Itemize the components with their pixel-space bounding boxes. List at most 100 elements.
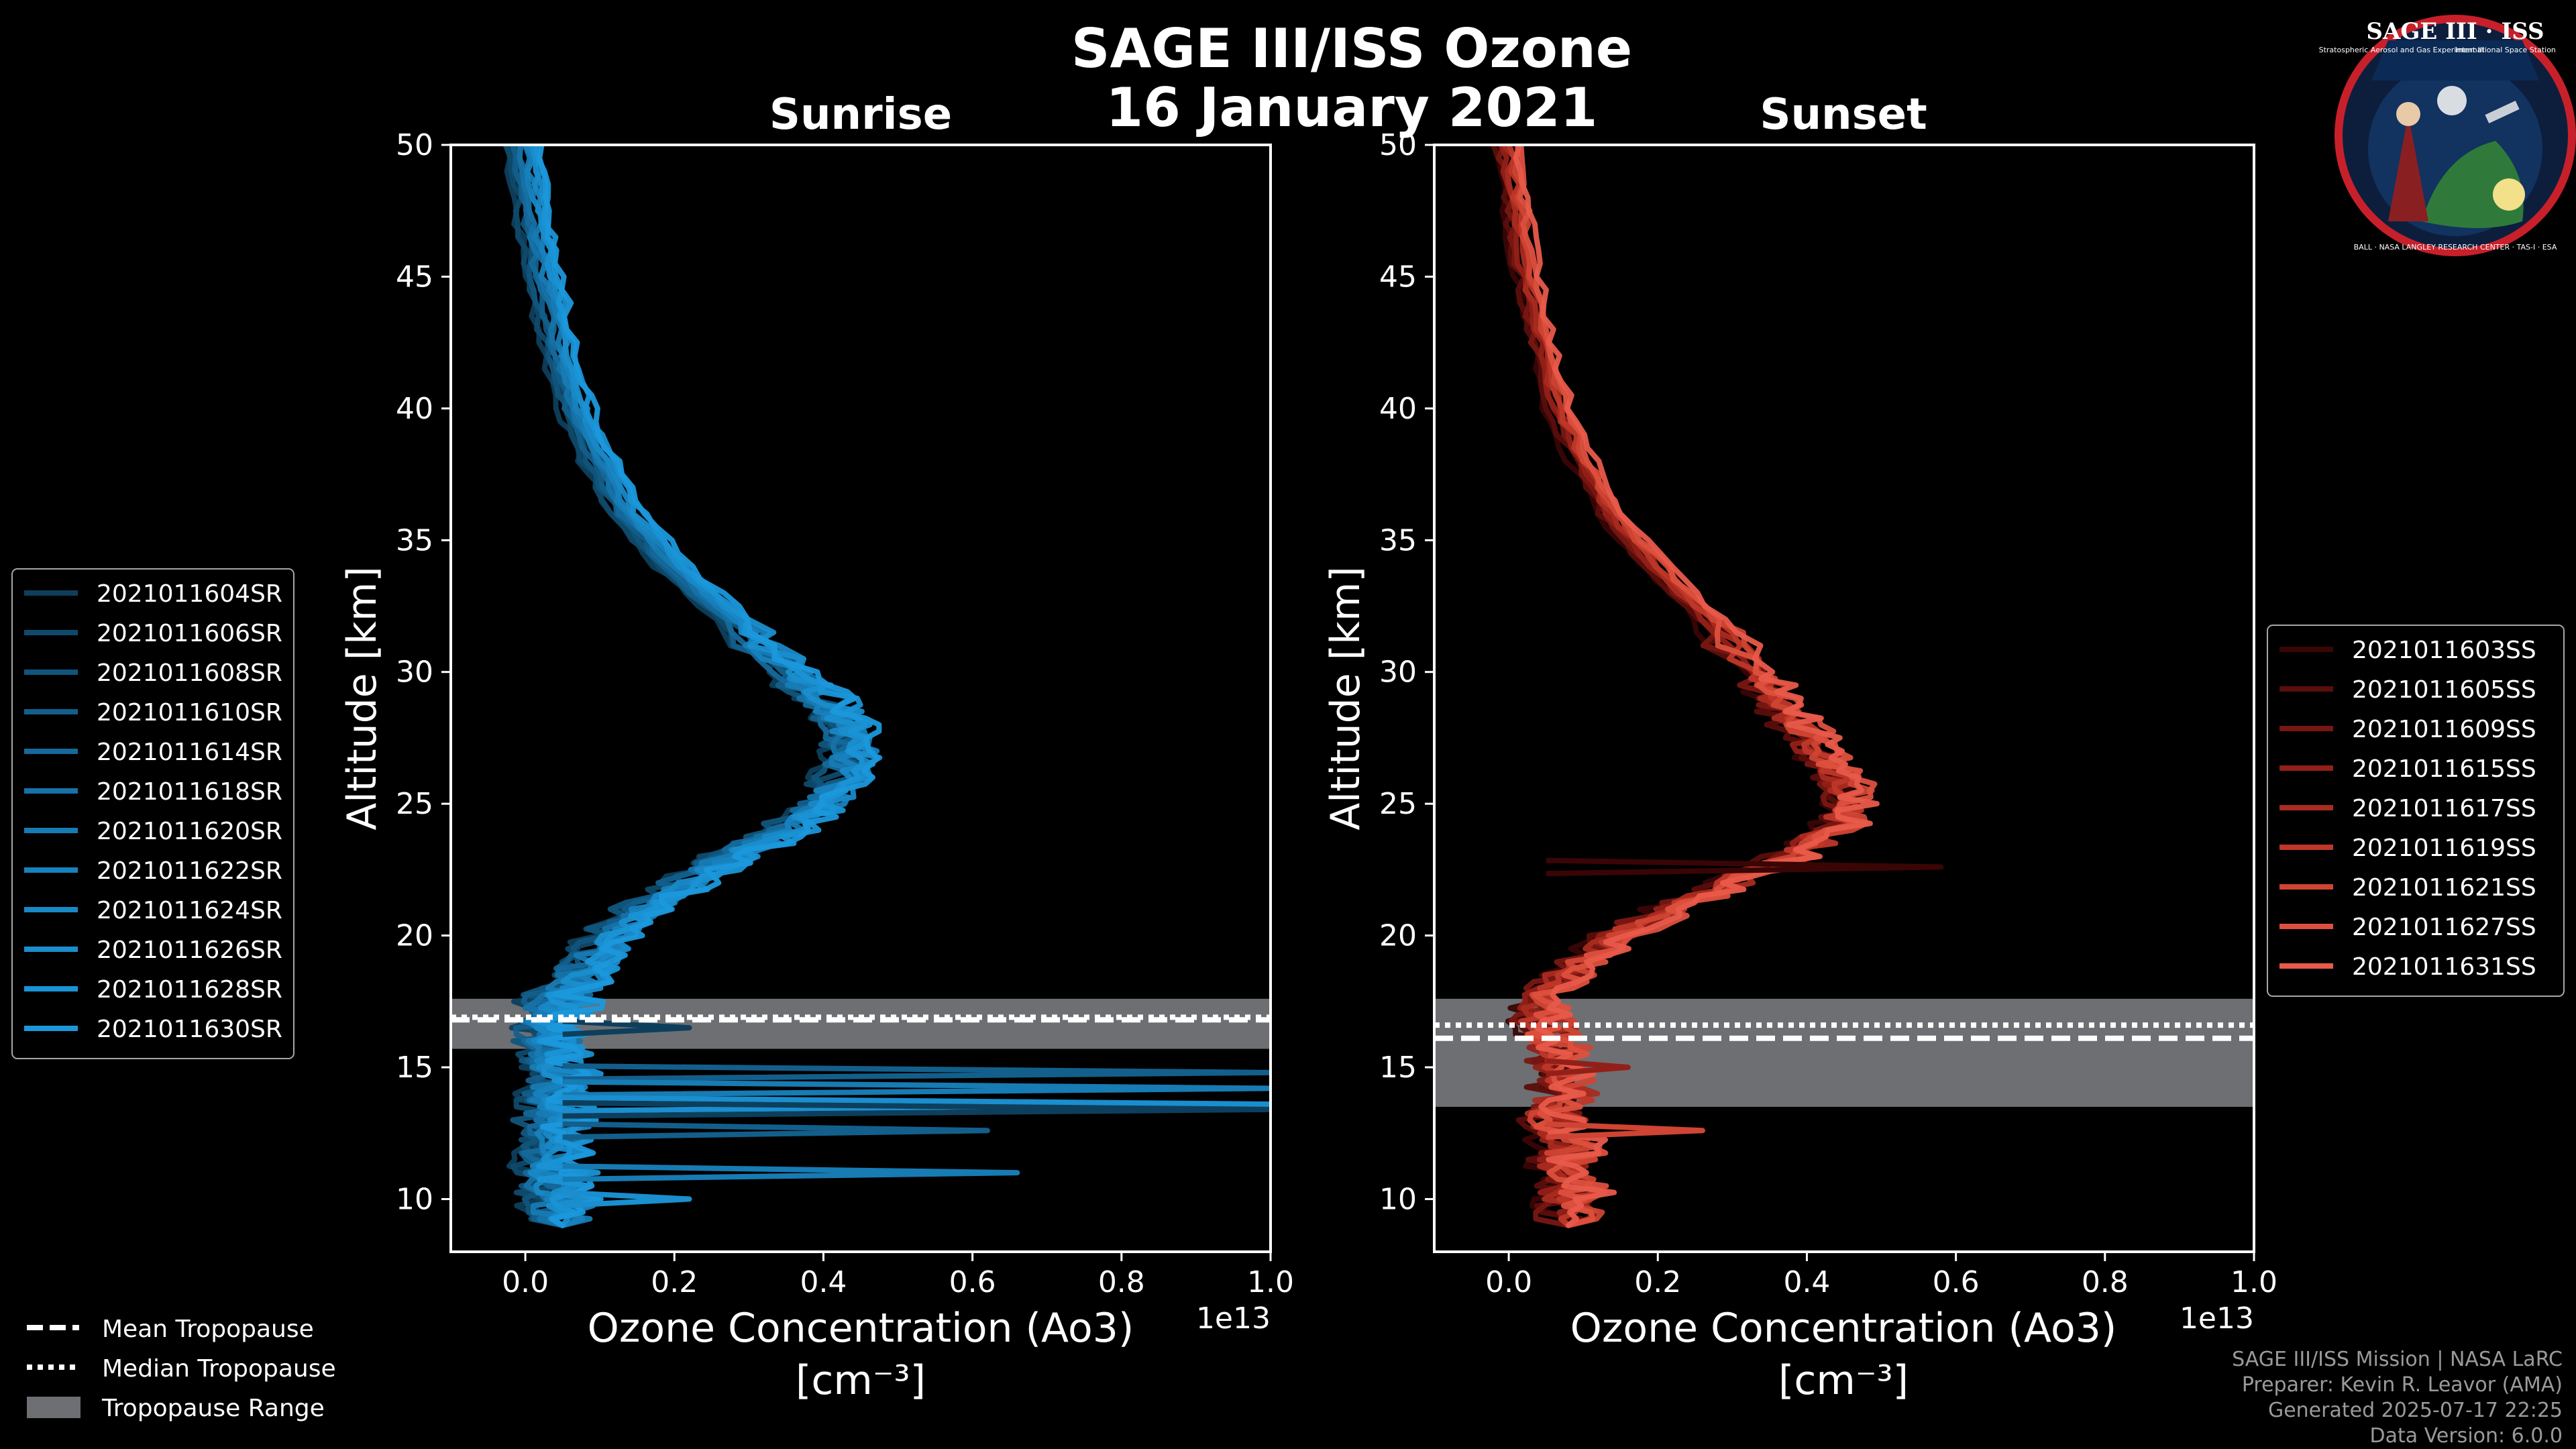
sunrise-xtick-label: 0.0 — [502, 1265, 549, 1299]
figure-date: 16 January 2021 — [1106, 76, 1598, 139]
sunrise-legend-label: 2021011608SR — [97, 659, 282, 687]
sunset-xtick-label: 1.0 — [2231, 1265, 2277, 1299]
sunrise-legend-label: 2021011622SR — [97, 857, 282, 885]
sunset-ytick-label: 20 — [1379, 919, 1417, 953]
figure-title: SAGE III/ISS Ozone — [1071, 17, 1632, 80]
sunrise-spike — [562, 1079, 1271, 1098]
sunrise-xtick-label: 0.6 — [949, 1265, 996, 1299]
sunrise-spike — [562, 1063, 1271, 1082]
tropopause-legend: Mean Tropopause Median Tropopause Tropop… — [27, 1316, 336, 1422]
sunset-tropopause-lines — [1434, 1022, 2254, 1041]
sunset-spike — [1546, 1121, 1705, 1140]
sunrise-ylabel: Altitude [km] — [339, 566, 386, 830]
sunrise-ytick-label: 25 — [396, 787, 433, 821]
sunset-xtick-label: 0.4 — [1783, 1265, 1830, 1299]
sunset-legend-label: 2021011603SS — [2352, 637, 2536, 664]
sunset-ytick-label: 10 — [1379, 1182, 1417, 1216]
sunset-spike — [1546, 1058, 1631, 1077]
sunrise-xtick-label: 0.4 — [800, 1265, 847, 1299]
sunrise-xtick-label: 0.8 — [1098, 1265, 1145, 1299]
logo-sun — [2493, 178, 2525, 211]
sunset-xunit: [cm⁻³] — [1778, 1357, 1909, 1404]
sunrise-ytick-label: 10 — [396, 1182, 433, 1216]
sunset-panel-title: Sunset — [1760, 90, 1927, 140]
credit-generated: Generated 2025-07-17 22:25 — [2268, 1399, 2563, 1422]
sunrise-legend-label: 2021011618SR — [97, 778, 282, 806]
sunset-legend-label: 2021011617SS — [2352, 795, 2536, 822]
sunrise-xtick-label: 0.2 — [651, 1265, 698, 1299]
sunset-series-2021011631SS — [1513, 145, 1880, 1228]
sunrise-panel: 0.0 0.2 0.4 0.6 0.8 1.0 10 15 20 25 30 35 40 45 50 Ozo… — [339, 128, 1294, 1404]
sunrise-spike — [562, 1189, 692, 1209]
sunrise-spike — [562, 1163, 1020, 1182]
credit-preparer: Preparer: Kevin R. Leavor (AMA) — [2242, 1373, 2563, 1397]
sunrise-ytick-label: 30 — [396, 655, 433, 690]
sunrise-legend-label: 2021011610SR — [97, 699, 282, 727]
median-tropopause-label: Median Tropopause — [102, 1355, 336, 1383]
sunset-xlabel: Ozone Concentration (Ao3) — [1570, 1305, 2117, 1352]
sunset-legend-label: 2021011609SS — [2352, 716, 2536, 743]
sunrise-legend-label: 2021011604SR — [97, 580, 282, 608]
sunset-axes-frame — [1433, 144, 2255, 1253]
sunset-legend-label: 2021011621SS — [2352, 874, 2536, 902]
sunset-ytick-label: 35 — [1379, 523, 1417, 557]
sunrise-ytick-label: 15 — [396, 1051, 433, 1085]
logo-astronomer-head — [2396, 102, 2420, 126]
sunrise-spike — [562, 1121, 990, 1140]
logo-right-text: International Space Station — [2455, 46, 2556, 54]
sunset-panel: 0.0 0.2 0.4 0.6 0.8 1.0 10 15 20 25 30 35 40 45 50 Ozo… — [1322, 128, 2277, 1404]
sunset-ytick-label: 15 — [1379, 1051, 1417, 1085]
sunrise-ticks: 0.0 0.2 0.4 0.6 0.8 1.0 10 15 20 25 30 35 40 45 50 — [396, 128, 1294, 1299]
tropopause-range-label: Tropopause Range — [101, 1395, 325, 1422]
credit-data-version: Data Version: 6.0.0 — [2370, 1424, 2563, 1448]
sunset-legend: 2021011603SS 2021011605SS 2021011609SS 2021… — [2267, 625, 2565, 997]
sunrise-ytick-label: 20 — [396, 919, 433, 953]
sunset-ticks: 0.0 0.2 0.4 0.6 0.8 1.0 10 15 20 25 30 35 40 45 50 — [1379, 128, 2277, 1299]
sunset-ylabel: Altitude [km] — [1322, 566, 1369, 830]
sunset-series-2021011605SS — [1491, 145, 1860, 1228]
sunrise-xtick-label: 1.0 — [1247, 1265, 1294, 1299]
sunrise-ytick-label: 35 — [396, 523, 433, 557]
sunset-ytick-label: 45 — [1379, 260, 1417, 294]
sunset-xtick-label: 0.8 — [2082, 1265, 2129, 1299]
logo-title-plate — [2371, 40, 2539, 80]
sunrise-ytick-label: 40 — [396, 392, 433, 426]
sunset-legend-label: 2021011619SS — [2352, 835, 2536, 862]
sunset-ytick-label: 50 — [1379, 128, 1417, 162]
sunset-ytick-label: 40 — [1379, 392, 1417, 426]
credits: SAGE III/ISS Mission | NASA LaRC Prepare… — [2232, 1348, 2563, 1448]
sunset-spike — [1546, 857, 1944, 877]
sunrise-tropopause-lines — [451, 1014, 1271, 1023]
sunrise-offset-label: 1e13 — [1196, 1301, 1271, 1336]
sunrise-legend-label: 2021011624SR — [97, 897, 282, 924]
sunset-legend-label: 2021011615SS — [2352, 755, 2536, 783]
sunset-offset-label: 1e13 — [2180, 1301, 2254, 1336]
logo-iss — [2485, 101, 2520, 123]
sunrise-series-2021011628SR — [534, 145, 873, 1228]
sunset-ytick-label: 30 — [1379, 655, 1417, 690]
sunset-legend-label: 2021011627SS — [2352, 914, 2536, 941]
sunrise-spike — [562, 1095, 1271, 1114]
sunrise-legend-label: 2021011630SR — [97, 1016, 282, 1043]
sage-iss-logo: SAGE III · ISS Stratospheric Aerosol and… — [2319, 15, 2576, 256]
logo-moon — [2437, 86, 2467, 115]
sunrise-legend-label: 2021011620SR — [97, 818, 282, 845]
sunrise-spike — [562, 1018, 692, 1037]
sunrise-axes-frame — [449, 144, 1272, 1253]
sunrise-series-2021011630SR — [537, 145, 882, 1228]
sunrise-legend-frame — [11, 568, 294, 1059]
sunrise-profiles — [502, 145, 1271, 1228]
logo-title: SAGE III · ISS — [2366, 18, 2544, 45]
sunrise-legend-label: 2021011606SR — [97, 620, 282, 647]
sunrise-xunit: [cm⁻³] — [796, 1357, 926, 1404]
sunrise-legend: 2021011604SR 2021011606SR 2021011608SR 2021… — [11, 568, 294, 1059]
sunrise-xlabel: Ozone Concentration (Ao3) — [588, 1305, 1134, 1352]
sunset-profiles — [1491, 145, 1944, 1228]
sunset-ytick-label: 25 — [1379, 787, 1417, 821]
credit-mission: SAGE III/ISS Mission | NASA LaRC — [2232, 1348, 2563, 1371]
sunset-xtick-label: 0.6 — [1933, 1265, 1980, 1299]
sunset-legend-label: 2021011605SS — [2352, 676, 2536, 704]
logo-astronomer — [2388, 114, 2428, 221]
sunrise-legend-label: 2021011626SR — [97, 936, 282, 964]
sunset-xtick-label: 0.0 — [1485, 1265, 1532, 1299]
